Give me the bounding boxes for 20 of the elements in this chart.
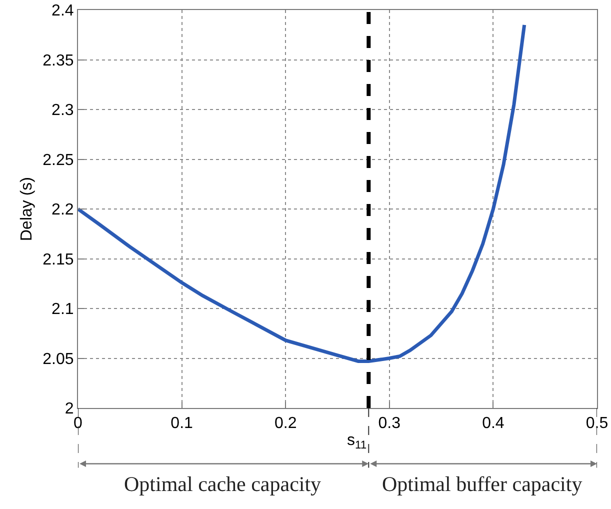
x-tick-label: 0.1	[170, 415, 194, 432]
y-tick-label: 2.15	[42, 251, 74, 268]
x-tick-label: 0.5	[586, 415, 608, 432]
x-axis-title: s$_{11}$	[347, 432, 367, 452]
text: Optimal cache capacity	[124, 472, 322, 496]
x-tick-label: 0	[74, 415, 83, 432]
line-series	[78, 23, 526, 363]
y-tick-label: 2.35	[42, 52, 74, 70]
y-tick-label: 2.3	[52, 102, 74, 120]
y-tick-label: 2.05	[42, 350, 74, 368]
y-tick-label: 2.2	[52, 202, 74, 219]
y-tick-label: 2.1	[52, 301, 74, 318]
x-tick-label: 0.2	[274, 415, 297, 432]
x-tick-label: 0.4	[482, 415, 504, 432]
y-tick-label: 2.25	[42, 152, 74, 169]
y-tick-label: 2.4	[52, 2, 74, 20]
text: Optimal buffer capacity	[382, 472, 583, 496]
x-tick-label: 0.3	[378, 415, 401, 432]
y-tick-label: 2	[64, 400, 74, 418]
y-axis-title: Delay (s)	[18, 176, 36, 242]
